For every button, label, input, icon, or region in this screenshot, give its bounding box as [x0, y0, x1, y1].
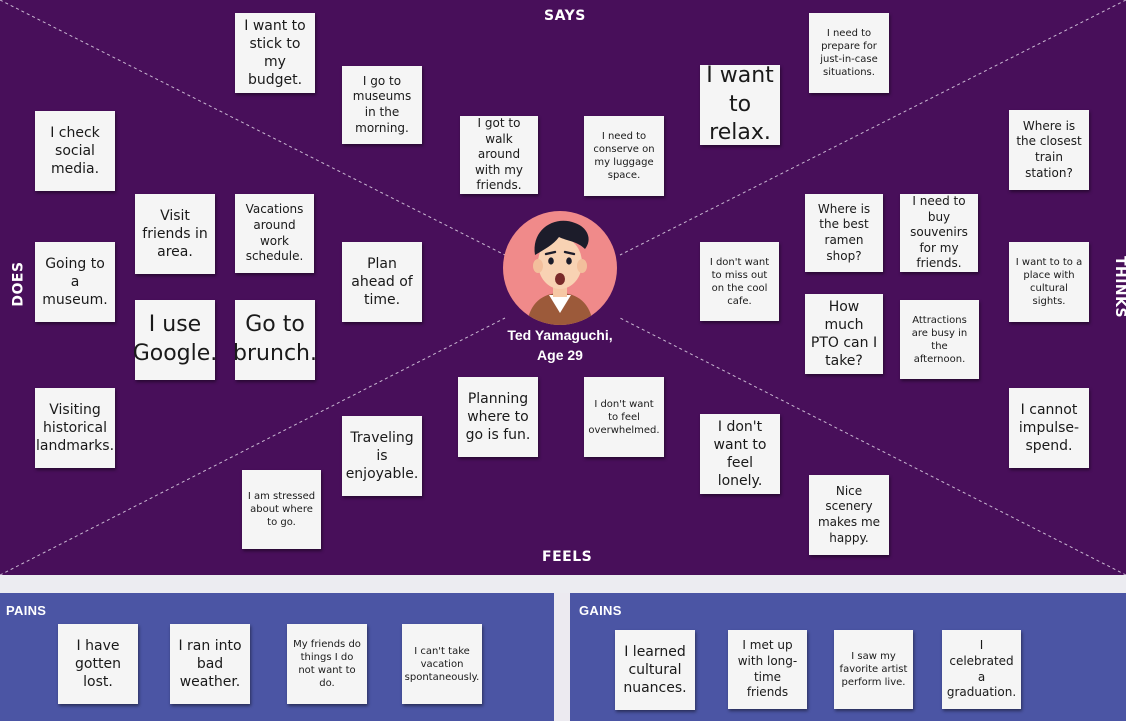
sticky-note-does[interactable]: Visiting historical landmarks.: [35, 388, 115, 468]
sticky-note-thinks[interactable]: I need to buy souvenirs for my friends.: [900, 194, 978, 272]
pain-note[interactable]: I have gotten lost.: [58, 624, 138, 704]
gain-note[interactable]: I saw my favorite artist perform live.: [834, 630, 913, 709]
cartoon-man-icon: [527, 220, 593, 325]
sticky-note-says[interactable]: I need to prepare for just-in-case situa…: [809, 13, 889, 93]
sticky-note-feels[interactable]: Traveling is enjoyable.: [342, 416, 422, 496]
sticky-note-says[interactable]: I need to conserve on my luggage space.: [584, 116, 664, 196]
sticky-note-says[interactable]: I got to walk around with my friends.: [460, 116, 538, 194]
sticky-note-thinks[interactable]: I cannot impulse-spend.: [1009, 388, 1089, 468]
gains-panel: GAINS I learned cultural nuances. I met …: [570, 593, 1126, 721]
pains-title: PAINS: [6, 603, 47, 618]
sticky-note-feels[interactable]: Nice scenery makes me happy.: [809, 475, 889, 555]
sticky-note-feels[interactable]: Planning where to go is fun.: [458, 377, 538, 457]
sticky-note-thinks[interactable]: Where is the closest train station?: [1009, 110, 1089, 190]
sticky-note-does[interactable]: Plan ahead of time.: [342, 242, 422, 322]
sticky-note-says[interactable]: I go to museums in the morning.: [342, 66, 422, 144]
gain-note[interactable]: I met up with long-time friends: [728, 630, 807, 709]
sticky-note-does[interactable]: Going to a museum.: [35, 242, 115, 322]
sticky-note-does[interactable]: Go to brunch.: [233, 300, 317, 380]
says-label: SAYS: [544, 8, 586, 24]
persona-name-text: Ted Yamaguchi,: [507, 327, 613, 343]
pain-note[interactable]: I ran into bad weather.: [170, 624, 250, 704]
gains-title: GAINS: [579, 603, 622, 618]
pains-panel: PAINS I have gotten lost. I ran into bad…: [0, 593, 554, 721]
canvas-gap: [0, 575, 1126, 593]
sticky-note-thinks[interactable]: Attractions are busy in the afternoon.: [900, 300, 979, 379]
persona-avatar: [503, 211, 617, 325]
sticky-note-says[interactable]: I want to stick to my budget.: [235, 13, 315, 93]
sticky-note-thinks[interactable]: Where is the best ramen shop?: [805, 194, 883, 272]
sticky-note-does[interactable]: Vacations around work schedule.: [235, 194, 314, 273]
sticky-note-thinks[interactable]: How much PTO can I take?: [805, 294, 883, 374]
sticky-note-does[interactable]: Visit friends in area.: [135, 194, 215, 274]
feels-label: FEELS: [542, 549, 593, 565]
pain-note[interactable]: I can't take vacation spontaneously.: [402, 624, 482, 704]
sticky-note-thinks[interactable]: I want to to a place with cultural sight…: [1009, 242, 1089, 322]
gain-note[interactable]: I learned cultural nuances.: [615, 630, 695, 710]
gain-note[interactable]: I celebrated a graduation.: [942, 630, 1021, 709]
sticky-note-feels[interactable]: I don't want to feel overwhelmed.: [584, 377, 664, 457]
thinks-label: THINKS: [1112, 255, 1126, 319]
persona-name: Ted Yamaguchi, Age 29: [490, 326, 630, 365]
does-label: DOES: [10, 261, 27, 307]
persona-age-text: Age 29: [537, 346, 583, 363]
sticky-note-feels[interactable]: I am stressed about where to go.: [242, 470, 321, 549]
sticky-note-says[interactable]: I want to relax.: [700, 63, 780, 145]
quadrant-dividers: [0, 0, 1126, 575]
pain-note[interactable]: My friends do things I do not want to do…: [287, 624, 367, 704]
sticky-note-thinks[interactable]: I don't want to miss out on the cool caf…: [700, 242, 779, 321]
empathy-map: SAYS FEELS DOES THINKS I want to stick t…: [0, 0, 1126, 575]
sticky-note-does[interactable]: I check social media.: [35, 111, 115, 191]
sticky-note-does[interactable]: I use Google.: [133, 300, 217, 380]
sticky-note-feels[interactable]: I don't want to feel lonely.: [700, 414, 780, 494]
